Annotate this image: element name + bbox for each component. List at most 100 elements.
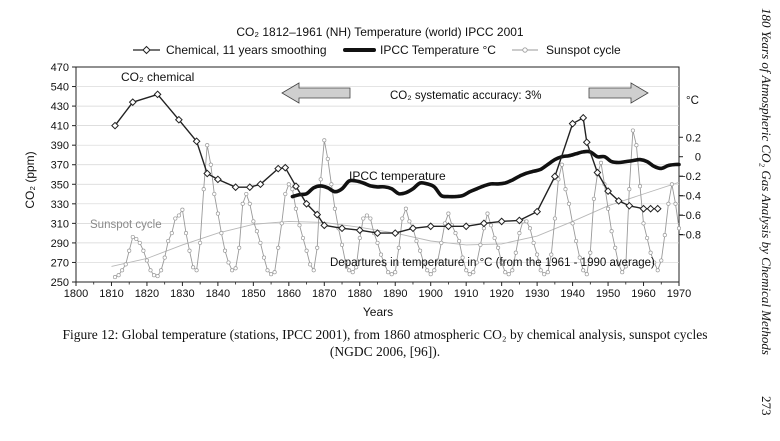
sunspot-point — [162, 255, 167, 260]
y-tick-label: 350 — [51, 179, 69, 191]
co2-point — [338, 224, 346, 233]
sunspot-point — [375, 240, 380, 245]
y2-tick-label: −0.4 — [679, 191, 701, 203]
co2-point — [245, 183, 254, 192]
sunspot-point — [453, 231, 458, 236]
sunspot-point — [180, 207, 185, 212]
co2-point — [409, 224, 417, 233]
y2-tick-label: −0.8 — [679, 230, 701, 242]
sunspot-point — [559, 162, 564, 167]
sunspot-point — [205, 143, 210, 148]
sunspot-point — [581, 268, 586, 273]
y-tick-label: 290 — [51, 238, 69, 250]
x-tick-label: 1850 — [241, 288, 265, 300]
sunspot-point — [141, 248, 146, 253]
sunspot-point — [535, 252, 540, 257]
sunspot-point — [442, 221, 447, 226]
figure-caption: Figure 12: Global temperature (stations,… — [62, 327, 708, 359]
sunspot-point — [293, 206, 298, 211]
sunspot-point — [148, 268, 153, 273]
sunspot-point — [623, 264, 628, 269]
page-number: 273 — [759, 396, 774, 416]
sunspot-point — [432, 268, 437, 273]
temperature-series — [290, 149, 681, 199]
sunspot-point — [251, 219, 256, 224]
sunspot-point — [222, 248, 228, 253]
co2-point — [462, 222, 471, 231]
chart: 1800 1810 1820 1830 1840 1850 1860 1870 1880 1890… — [23, 25, 701, 319]
sunspot-point — [120, 268, 125, 273]
sunspot-point — [198, 240, 203, 245]
sunspot-point — [396, 245, 401, 250]
sunspot-point — [176, 213, 181, 218]
co2-point — [231, 183, 240, 192]
x-tick-label: 1830 — [170, 288, 194, 300]
sunspot-point — [187, 248, 192, 253]
sunspot-trend-line — [111, 181, 680, 267]
y-tick-label: 250 — [51, 277, 69, 289]
sunspot-point — [318, 177, 323, 182]
sunspot-point — [155, 274, 160, 279]
sunspot-point — [265, 268, 270, 273]
sunspot-point — [240, 201, 245, 206]
y-tick-label: 370 — [51, 160, 69, 172]
co2-point — [625, 201, 634, 210]
co2-point — [604, 187, 612, 196]
sunspot-point — [492, 235, 497, 241]
right-arrow — [588, 82, 649, 104]
co2-point — [192, 137, 201, 146]
co2-point — [256, 180, 265, 189]
sunspot-point — [609, 229, 614, 234]
sunspot-point — [407, 219, 412, 224]
sunspot-point — [230, 268, 235, 273]
sunspot-point — [244, 191, 249, 197]
chart-title: CO₂ 1812–1961 (NH) Temperature (world) I… — [236, 25, 524, 39]
sunspot-point — [357, 235, 362, 241]
co2-point — [568, 119, 577, 128]
sunspot-point — [645, 235, 650, 241]
sunspot-point — [393, 270, 398, 275]
co2-point — [533, 207, 542, 216]
y-tick-label: 470 — [51, 62, 69, 74]
sunspot-point — [130, 234, 135, 240]
sunspot-point — [386, 270, 391, 275]
sunspot-point — [549, 252, 554, 257]
accuracy-annotation: CO₂ systematic accuracy: 3% — [390, 90, 541, 102]
x-tick-label: 1960 — [631, 288, 655, 300]
sunspot-point — [311, 268, 316, 273]
sunspot-point — [496, 245, 501, 250]
co2-point — [550, 172, 559, 181]
co2-point — [639, 204, 648, 213]
sunspot-point — [191, 265, 196, 270]
gridlines — [76, 86, 679, 263]
sunspot-point — [343, 260, 348, 265]
sunspot-point — [474, 260, 479, 265]
sunspot-point — [400, 216, 405, 221]
co2-point — [646, 204, 655, 213]
sunspot-series — [111, 128, 682, 280]
y-tick-label: 330 — [51, 199, 69, 211]
sunspot-point — [630, 128, 635, 133]
sunspot-point — [279, 221, 284, 226]
sunspot-point — [566, 201, 572, 206]
sunspot-point — [215, 211, 220, 216]
sunspot-point — [627, 187, 632, 192]
sunspot-point — [673, 201, 678, 206]
x-tick-label: 1860 — [277, 288, 301, 300]
co2-point — [281, 163, 290, 172]
temperature-line — [290, 149, 681, 199]
co2-point — [444, 222, 453, 231]
sunspot-point — [286, 182, 291, 187]
co2-point — [391, 229, 400, 238]
sunspot-point — [598, 160, 604, 165]
y-tick-label: 540 — [51, 82, 69, 94]
x-tick-label: 1870 — [312, 288, 336, 300]
sunspot-point — [315, 245, 320, 250]
sunspot-point — [648, 250, 653, 255]
co2-point — [582, 138, 591, 147]
sunspot-point — [524, 219, 529, 224]
sunspot-point — [464, 268, 469, 273]
sunspot-point — [513, 250, 518, 255]
sunspot-point — [183, 231, 189, 236]
sunspot-point — [478, 242, 483, 247]
